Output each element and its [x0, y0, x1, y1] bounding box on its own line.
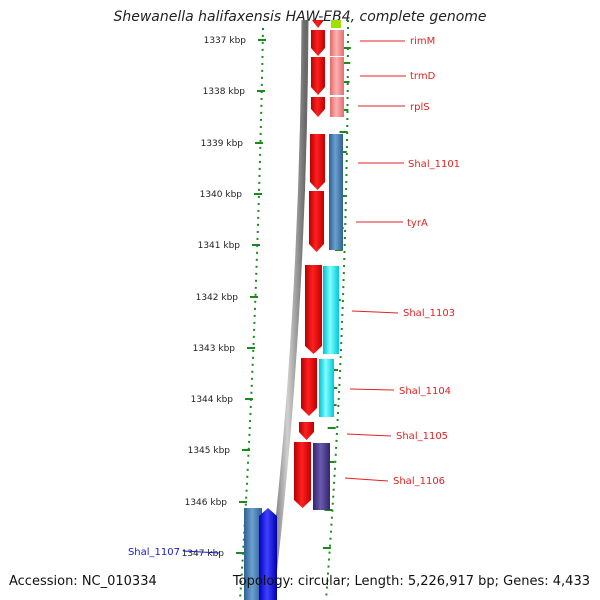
gene-label: Shal_1103 — [403, 308, 455, 319]
gene-arrow-rimM — [311, 30, 325, 56]
gene-label: Shal_1106 — [393, 476, 445, 487]
ruler-tick-label: 1344 kbp — [191, 395, 234, 405]
gene-label: trmD — [410, 71, 436, 82]
gene-label: Shal_1104 — [399, 386, 451, 397]
genome-backbone — [266, 19, 309, 600]
gene-arrow-tyrA — [309, 191, 324, 252]
ruler-tick-label: 1347 kbp — [182, 549, 225, 559]
ruler-tick-label: 1346 kbp — [185, 498, 228, 508]
gene-block — [319, 359, 334, 417]
gene-block — [323, 266, 339, 354]
gene-label: tyrA — [407, 218, 428, 229]
gene-block-Shal_1107 — [244, 508, 262, 600]
gene-label: Shal_1107 — [128, 547, 180, 558]
genome-summary-text: Topology: circular; Length: 5,226,917 bp… — [232, 574, 590, 589]
gene-block — [329, 134, 343, 250]
gene-label-leader — [349, 388, 395, 391]
ruler-tick-label: 1339 kbp — [201, 139, 244, 149]
gene-arrow-Shal_1101 — [310, 134, 325, 190]
gene-label-leader — [344, 477, 389, 482]
gene-arrow-trmD — [311, 57, 325, 95]
ruler-tick-label: 1345 kbp — [188, 446, 231, 456]
gene-arrow-rplS — [311, 97, 325, 117]
gene-arrow-Shal_1104 — [301, 358, 317, 416]
gene-arrow-blue — [259, 508, 277, 600]
gene-label: rplS — [410, 102, 430, 113]
ruler-tick-label: 1338 kbp — [203, 87, 246, 97]
ruler-tick-label: 1341 kbp — [198, 241, 241, 251]
gene-block — [330, 30, 344, 56]
gene-block — [330, 57, 344, 95]
gene-fragment — [331, 20, 341, 28]
gene-arrow-Shal_1105 — [299, 422, 314, 440]
gene-label-leader — [346, 433, 392, 437]
accession-text: Accession: NC_010334 — [9, 574, 157, 589]
gene-arrow — [312, 20, 324, 28]
gene-block — [313, 443, 330, 510]
page-title: Shewanella halifaxensis HAW-EB4, complet… — [113, 9, 487, 25]
gene-label-leader — [182, 550, 221, 554]
gene-label-leader — [351, 310, 399, 314]
ruler-tick-label: 1340 kbp — [200, 190, 243, 200]
gene-arrow-Shal_1106 — [294, 442, 311, 508]
gene-arrow-Shal_1103 — [305, 265, 322, 354]
ruler-tick-label: 1342 kbp — [196, 293, 239, 303]
gene-label: Shal_1105 — [396, 431, 448, 442]
ruler-tick-label: 1337 kbp — [204, 36, 247, 46]
ruler-tick-label: 1343 kbp — [193, 344, 236, 354]
gene-block — [330, 97, 344, 117]
gene-label: Shal_1101 — [408, 159, 460, 170]
gene-label: rimM — [410, 36, 435, 47]
